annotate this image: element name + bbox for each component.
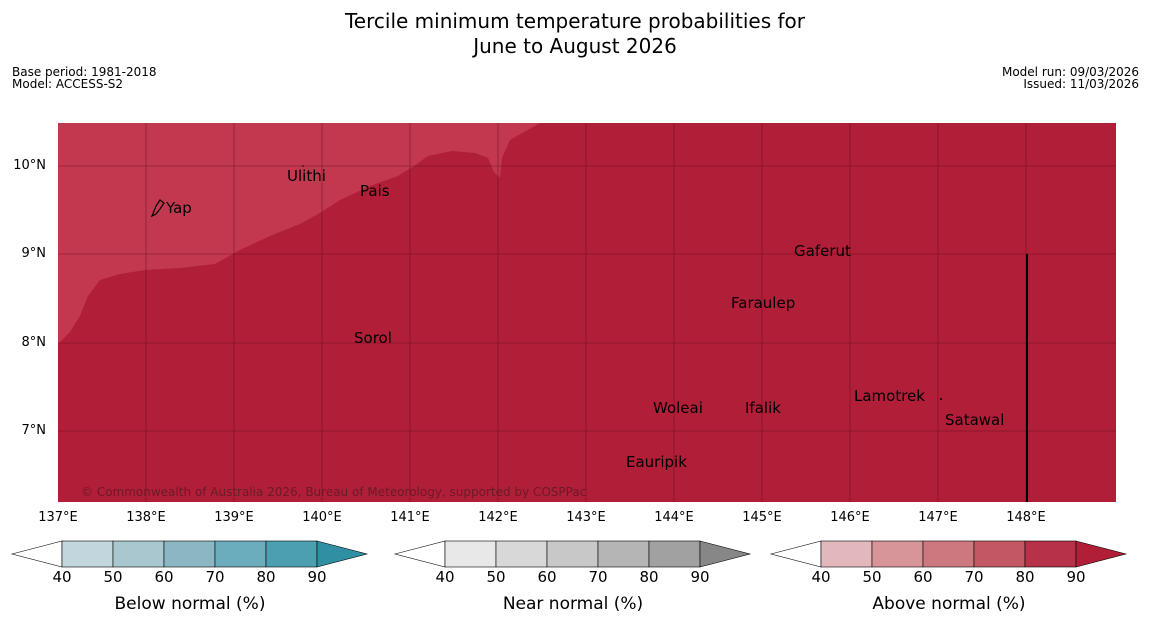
below-colorbar-segment-5	[265, 540, 318, 568]
near-colorbar-segment-3	[546, 540, 599, 568]
place-label-lamotrek: Lamotrek	[854, 387, 925, 405]
below-colorbar-segment-4	[214, 540, 267, 568]
above-tick-40: 40	[811, 568, 831, 586]
lon-label-140e: 140°E	[302, 510, 342, 525]
above-colorbar-segment-4	[973, 540, 1026, 568]
near-colorbar-extend-high	[699, 540, 752, 568]
lon-label-141e: 141°E	[390, 510, 430, 525]
near-tick-90: 90	[690, 568, 710, 586]
lon-label-145e: 145°E	[742, 510, 782, 525]
near-colorbar-segment-5	[648, 540, 701, 568]
place-label-yap: Yap	[166, 199, 192, 217]
near-tick-40: 40	[435, 568, 455, 586]
model-run: Model run: 09/03/2026	[1001, 65, 1139, 79]
below-colorbar-extend-high	[316, 540, 369, 568]
colorbar-title-above: Above normal (%)	[872, 594, 1026, 614]
lat-label-7n: 7°N	[21, 423, 47, 438]
lon-label-138e: 138°E	[126, 510, 166, 525]
copyright-note: © Commonwealth of Australia 2026, Bureau…	[81, 485, 587, 499]
above-colorbar-segment-5	[1024, 540, 1077, 568]
colorbar-title-near: Near normal (%)	[502, 594, 644, 614]
above-tick-70: 70	[964, 568, 984, 586]
place-label-eauripik: Eauripik	[626, 453, 687, 471]
colorbar-below-normal	[10, 540, 369, 568]
near-tick-70: 70	[588, 568, 608, 586]
above-tick-80: 80	[1015, 568, 1035, 586]
chart-title-line2: June to August 2026	[473, 34, 677, 58]
near-tick-80: 80	[639, 568, 659, 586]
above-colorbar-segment-2	[871, 540, 924, 568]
near-colorbar-segment-1	[444, 540, 497, 568]
near-tick-50: 50	[486, 568, 506, 586]
below-colorbar-segment-2	[112, 540, 165, 568]
lon-label-137e: 137°E	[38, 510, 78, 525]
colorbar-near-normal	[393, 540, 752, 568]
colorbar-above-normal	[769, 540, 1128, 568]
ulithi-atoll-dot	[302, 165, 304, 167]
below-tick-90: 90	[307, 568, 327, 586]
lat-label-8n: 8°N	[21, 335, 47, 350]
below-tick-50: 50	[103, 568, 123, 586]
chart-title-line1: Tercile minimum temperature probabilitie…	[344, 9, 806, 33]
place-label-woleai: Woleai	[653, 399, 703, 417]
below-tick-60: 60	[154, 568, 174, 586]
lon-label-143e: 143°E	[566, 510, 606, 525]
place-label-ifalik: Ifalik	[745, 399, 781, 417]
near-colorbar-extend-low	[393, 540, 446, 568]
issued-date: Issued: 11/03/2026	[1023, 77, 1139, 91]
below-tick-70: 70	[205, 568, 225, 586]
place-label-faraulep: Faraulep	[731, 294, 796, 312]
above-colorbar-extend-low	[769, 540, 822, 568]
below-tick-80: 80	[256, 568, 276, 586]
above-tick-50: 50	[862, 568, 882, 586]
place-label-gaferut: Gaferut	[794, 242, 851, 260]
place-label-ulithi: Ulithi	[287, 167, 326, 185]
map-above-70-80-region	[58, 123, 540, 344]
lon-label-144e: 144°E	[654, 510, 694, 525]
near-colorbar-segment-2	[495, 540, 548, 568]
lon-label-139e: 139°E	[214, 510, 254, 525]
colorbar-title-below: Below normal (%)	[114, 594, 266, 614]
below-colorbar-extend-low	[10, 540, 63, 568]
lon-label-148e: 148°E	[1006, 510, 1046, 525]
above-tick-60: 60	[913, 568, 933, 586]
below-colorbar-segment-3	[163, 540, 216, 568]
below-colorbar-segment-1	[61, 540, 114, 568]
above-tick-90: 90	[1066, 568, 1086, 586]
near-colorbar-segment-4	[597, 540, 650, 568]
base-period: Base period: 1981-2018	[12, 65, 157, 79]
model-name: Model: ACCESS-S2	[12, 77, 124, 91]
above-colorbar-extend-high	[1075, 540, 1128, 568]
place-label-pais: Pais	[360, 182, 390, 200]
place-label-sorol: Sorol	[354, 329, 392, 347]
yap-island-outline	[150, 199, 165, 218]
below-tick-40: 40	[52, 568, 72, 586]
lon-label-147e: 147°E	[918, 510, 958, 525]
near-tick-60: 60	[537, 568, 557, 586]
lon-label-142e: 142°E	[478, 510, 518, 525]
place-label-satawal: Satawal	[945, 411, 1005, 429]
islet-dot	[940, 398, 942, 400]
lon-label-146e: 146°E	[830, 510, 870, 525]
lat-label-10n: 10°N	[13, 158, 46, 173]
lat-label-9n: 9°N	[21, 246, 47, 261]
above-colorbar-segment-1	[820, 540, 873, 568]
above-colorbar-segment-3	[922, 540, 975, 568]
